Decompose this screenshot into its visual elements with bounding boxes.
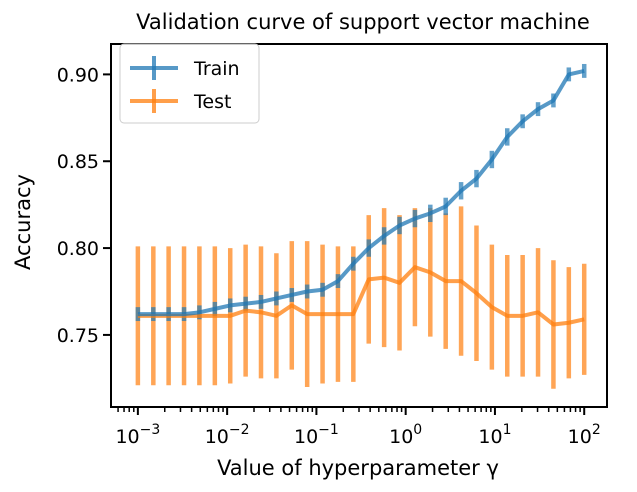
- series-line-test: [137, 265, 585, 327]
- x-tick-label-4: 101: [478, 422, 511, 448]
- chart-title: Validation curve of support vector machi…: [136, 10, 590, 34]
- y-tick-label-3: 0.90: [57, 64, 99, 86]
- y-tick-label-1: 0.80: [57, 238, 99, 260]
- legend-label-test: Test: [193, 91, 231, 113]
- x-axis-ticks: 10−3 10−2 10−1 100 101 102: [115, 407, 601, 448]
- y-tick-label-0: 0.75: [57, 325, 99, 347]
- legend-label-train: Train: [193, 58, 240, 80]
- series-line-train: [137, 68, 585, 317]
- x-tick-label-0: 10−3: [115, 422, 160, 448]
- y-axis-label: Accuracy: [11, 174, 35, 270]
- legend-box: [119, 43, 260, 124]
- x-tick-label-1: 10−2: [205, 422, 250, 448]
- legend: Train Test: [119, 43, 260, 124]
- x-axis-minor-ticks: [117, 407, 581, 412]
- x-axis-label: Value of hyperparameter γ: [217, 456, 499, 480]
- x-tick-label-3: 100: [389, 422, 422, 448]
- x-tick-label-5: 102: [568, 422, 601, 448]
- y-axis-ticks: 0.75 0.80 0.85 0.90: [57, 64, 111, 347]
- x-tick-label-2: 10−1: [294, 422, 339, 448]
- lines-layer: [137, 68, 585, 327]
- y-tick-label-2: 0.85: [57, 151, 99, 173]
